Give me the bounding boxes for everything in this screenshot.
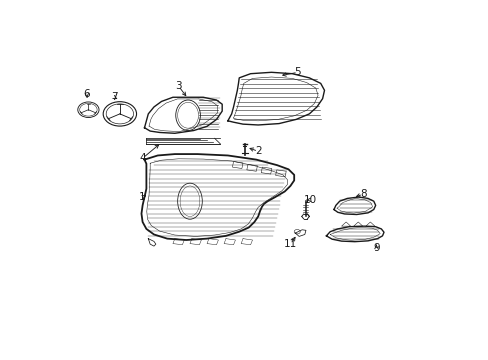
Text: 5: 5 xyxy=(294,67,301,77)
Text: 9: 9 xyxy=(372,243,379,253)
Text: 8: 8 xyxy=(359,189,366,199)
Text: 11: 11 xyxy=(283,239,296,249)
Text: 4: 4 xyxy=(139,153,145,163)
Text: 6: 6 xyxy=(83,90,90,99)
Text: 1: 1 xyxy=(139,192,145,202)
Text: 3: 3 xyxy=(175,81,182,91)
Text: 2: 2 xyxy=(254,146,261,156)
Text: 7: 7 xyxy=(111,92,117,102)
Text: 10: 10 xyxy=(304,195,316,205)
